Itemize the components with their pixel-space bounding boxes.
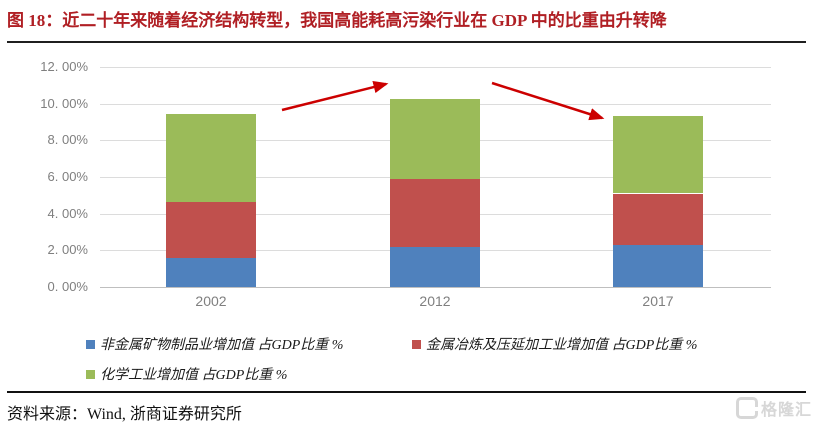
legend-label: 金属冶炼及压延加工业增加值 占GDP比重 % [426,338,698,353]
legend-label: 非金属矿物制品业增加值 占GDP比重 % [100,338,344,353]
legend-swatch-green [86,369,95,379]
legend-item-metal-smelting: 金属冶炼及压延加工业增加值 占GDP比重 % [412,334,697,354]
gridline [100,287,771,288]
y-axis-tick-label: 10. 00% [40,96,88,111]
legend-swatch-blue [86,339,95,349]
bar-segment-series2-2012 [390,178,480,247]
y-axis-tick-label: 0. 00% [47,279,88,294]
bar-segment-series3-2002 [166,113,256,202]
legend-label: 化学工业增加值 占GDP比重 % [100,368,288,383]
bar-segment-series1-2002 [166,257,256,287]
bar-segment-series3-2017 [613,115,703,194]
title-underline [7,41,806,43]
y-axis-tick-label: 4. 00% [47,206,88,221]
y-axis-tick-label: 8. 00% [47,132,88,147]
figure-title: 图 18：近二十年来随着经济结构转型，我国高能耗高污染行业在 GDP 中的比重由… [7,11,667,30]
legend-item-chemical: 化学工业增加值 占GDP比重 % [86,364,287,384]
y-axis-tick-label: 6. 00% [47,169,88,184]
gelonghui-g-logo-icon [736,397,758,419]
gridline [100,67,771,68]
bar-segment-series2-2002 [166,201,256,258]
bar-segment-series1-2017 [613,244,703,287]
watermark: 格隆汇 [736,396,812,420]
y-axis-tick-label: 2. 00% [47,242,88,257]
bar-segment-series2-2017 [613,193,703,245]
footer-divider [7,391,806,393]
x-axis-label: 2002 [195,293,227,309]
data-source-note: 资料来源：Wind, 浙商证券研究所 [7,406,242,423]
x-axis-label: 2012 [419,293,451,309]
y-axis-tick-label: 12. 00% [40,59,88,74]
legend-item-nonmetal: 非金属矿物制品业增加值 占GDP比重 % [86,334,343,354]
watermark-text: 格隆汇 [761,402,813,419]
x-axis-label: 2017 [642,293,674,309]
bar-segment-series3-2012 [390,99,480,179]
bar-segment-series1-2012 [390,246,480,287]
legend-swatch-red [412,339,421,349]
